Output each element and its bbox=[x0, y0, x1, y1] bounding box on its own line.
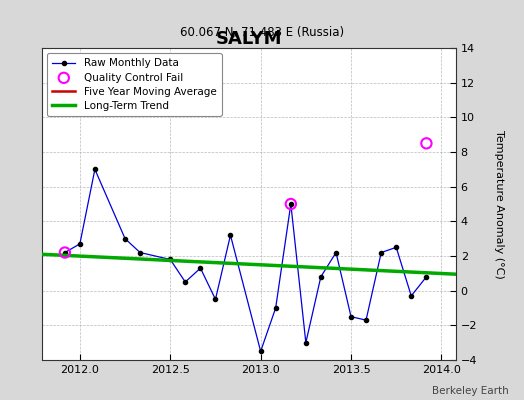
Raw Monthly Data bbox=[122, 236, 128, 241]
Legend: Raw Monthly Data, Quality Control Fail, Five Year Moving Average, Long-Term Tren: Raw Monthly Data, Quality Control Fail, … bbox=[47, 53, 222, 116]
Raw Monthly Data bbox=[378, 250, 385, 255]
Quality Control Fail bbox=[61, 249, 69, 256]
Raw Monthly Data bbox=[272, 306, 279, 310]
Raw Monthly Data bbox=[288, 202, 294, 206]
Raw Monthly Data bbox=[77, 242, 83, 246]
Raw Monthly Data bbox=[227, 233, 234, 238]
Raw Monthly Data bbox=[198, 266, 204, 270]
Raw Monthly Data bbox=[212, 297, 219, 302]
Raw Monthly Data bbox=[363, 318, 369, 322]
Raw Monthly Data bbox=[318, 274, 324, 279]
Raw Monthly Data bbox=[348, 314, 354, 319]
Raw Monthly Data bbox=[257, 349, 264, 354]
Raw Monthly Data bbox=[92, 167, 98, 172]
Raw Monthly Data bbox=[303, 340, 309, 345]
Raw Monthly Data bbox=[167, 257, 173, 262]
Raw Monthly Data bbox=[408, 294, 414, 298]
Text: Berkeley Earth: Berkeley Earth bbox=[432, 386, 508, 396]
Y-axis label: Temperature Anomaly (°C): Temperature Anomaly (°C) bbox=[494, 130, 504, 278]
Raw Monthly Data bbox=[62, 250, 68, 255]
Point bbox=[422, 140, 431, 146]
Raw Monthly Data bbox=[182, 280, 189, 284]
Raw Monthly Data bbox=[393, 245, 399, 250]
Raw Monthly Data bbox=[423, 274, 430, 279]
Text: 60.067 N, 71.483 E (Russia): 60.067 N, 71.483 E (Russia) bbox=[180, 26, 344, 39]
Raw Monthly Data bbox=[333, 250, 339, 255]
Title: SALYM: SALYM bbox=[216, 30, 282, 48]
Line: Raw Monthly Data: Raw Monthly Data bbox=[63, 167, 429, 354]
Quality Control Fail bbox=[287, 201, 295, 207]
Raw Monthly Data bbox=[137, 250, 143, 255]
